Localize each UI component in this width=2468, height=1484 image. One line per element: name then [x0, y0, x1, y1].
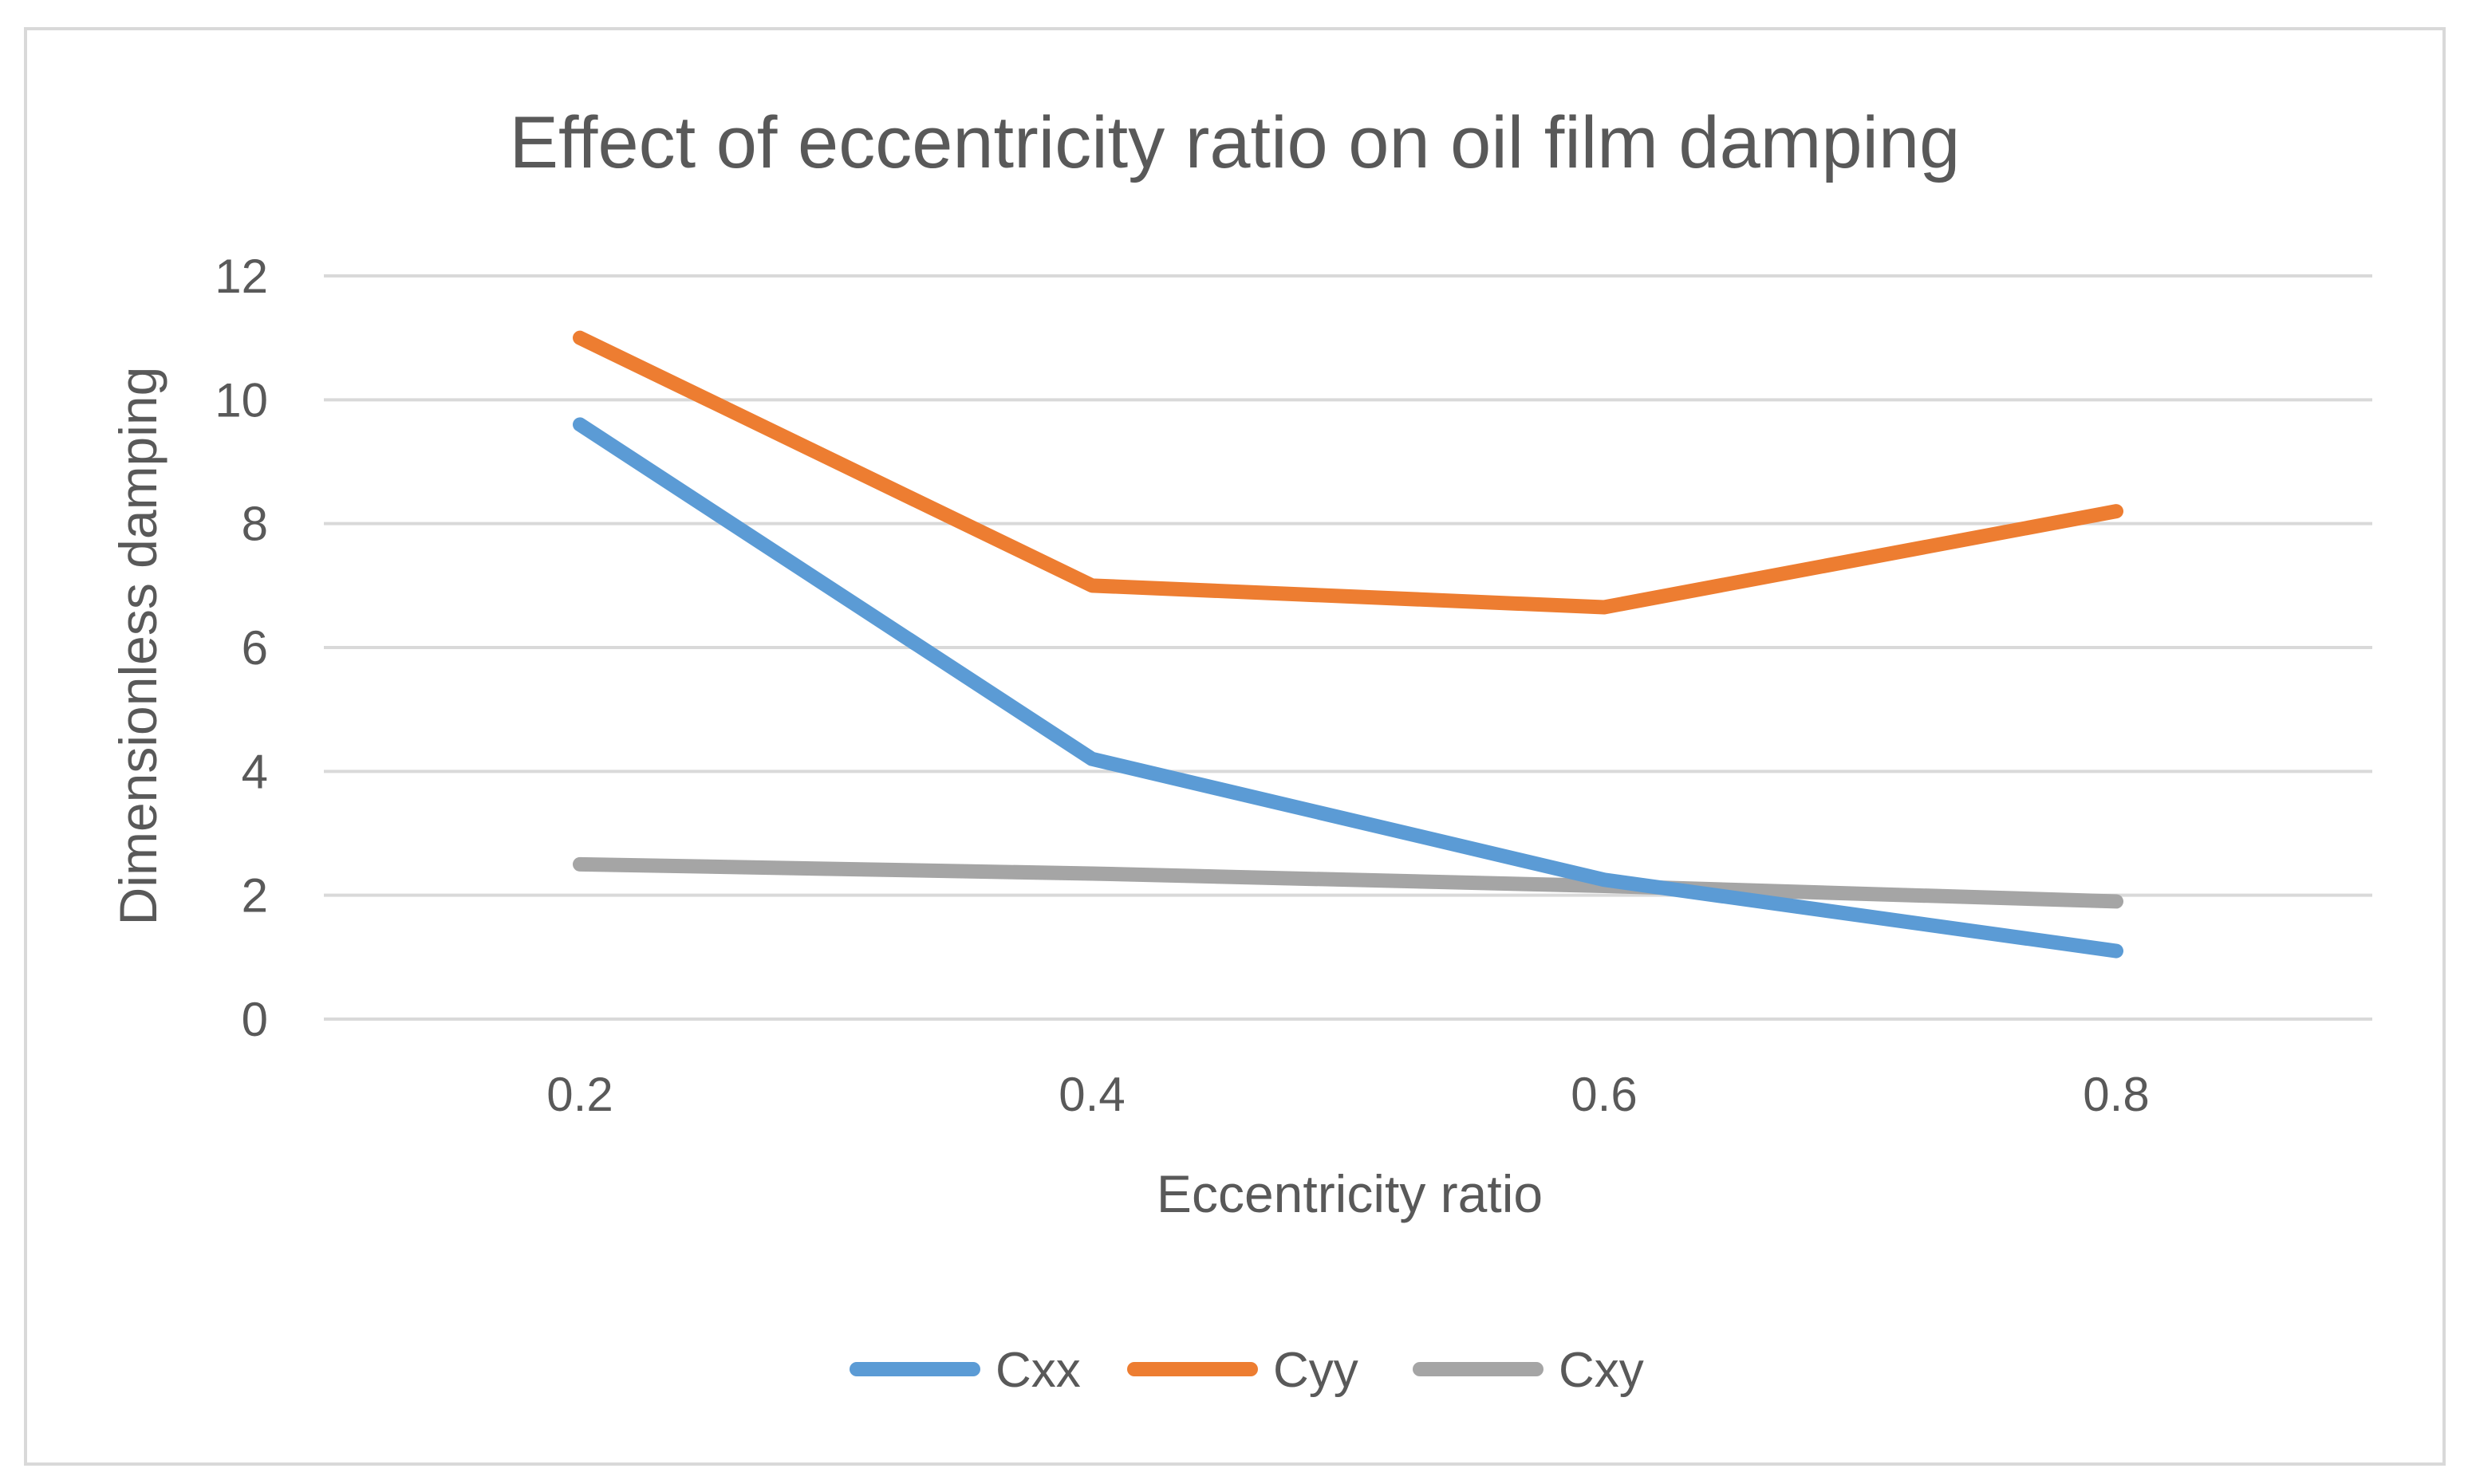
legend: Cxx Cyy Cxy — [850, 1343, 1644, 1398]
series-line-cyy — [573, 330, 2123, 615]
legend-label-cxy: Cxy — [1559, 1343, 1644, 1398]
y-axis-ticks: 0 2 4 6 8 10 12 — [215, 250, 268, 1046]
y-axis-title: Dimensionless damping — [108, 367, 168, 926]
y-tick-label: 0 — [242, 993, 268, 1046]
y-tick-label: 2 — [242, 869, 268, 923]
chart-title: Effect of eccentricity ratio on oil film… — [510, 102, 1961, 183]
series-line-cxx — [573, 417, 2123, 958]
y-tick-label: 12 — [215, 250, 268, 303]
series-line-cxy — [573, 856, 2123, 909]
x-axis-ticks: 0.2 0.4 0.6 0.8 — [546, 1068, 2149, 1121]
y-tick-label: 4 — [242, 745, 268, 798]
chart-frame — [24, 27, 2446, 1466]
legend-label-cxx: Cxx — [995, 1343, 1081, 1398]
x-tick-label: 0.6 — [1571, 1068, 1637, 1121]
gridlines — [324, 274, 2372, 1021]
y-tick-label: 10 — [215, 373, 268, 427]
x-tick-label: 0.2 — [546, 1068, 613, 1121]
y-tick-label: 6 — [242, 621, 268, 675]
x-tick-label: 0.8 — [2083, 1068, 2149, 1121]
x-tick-label: 0.4 — [1059, 1068, 1125, 1121]
series-lines — [573, 330, 2123, 958]
legend-label-cyy: Cyy — [1273, 1343, 1358, 1398]
x-axis-title: Eccentricity ratio — [1157, 1164, 1543, 1223]
y-tick-label: 8 — [242, 498, 268, 551]
